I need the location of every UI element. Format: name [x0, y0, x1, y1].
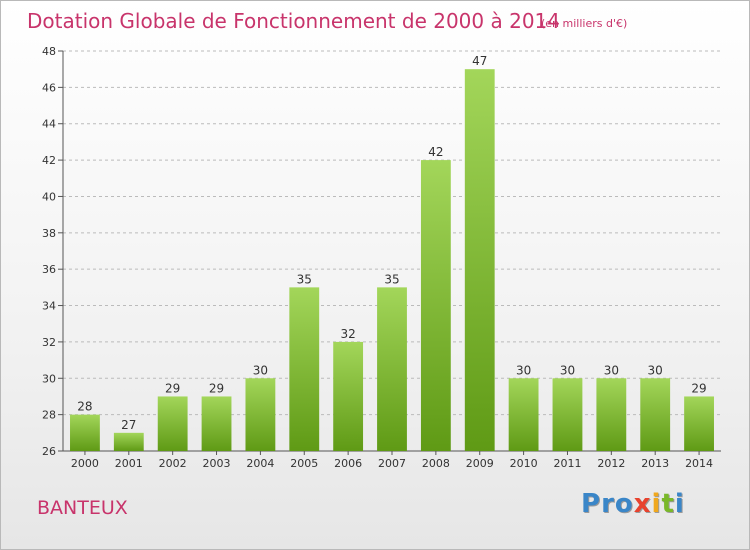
- bars: [70, 69, 714, 451]
- y-tick-label: 30: [42, 372, 56, 385]
- y-tick-label: 38: [42, 227, 56, 240]
- y-tick-label: 34: [42, 300, 56, 313]
- y-tick-label: 26: [42, 445, 56, 458]
- y-tick-label: 40: [42, 190, 56, 203]
- bar-2014: [684, 396, 714, 451]
- x-tick-label-2003: 2003: [203, 457, 231, 470]
- data-label-2008: 42: [428, 145, 443, 159]
- bar-2006: [333, 341, 364, 451]
- x-tick-label-2012: 2012: [597, 457, 625, 470]
- bar-2000: [70, 414, 100, 451]
- x-tick-label-2002: 2002: [159, 457, 187, 470]
- x-tick-label-2001: 2001: [115, 457, 143, 470]
- y-tick-label: 32: [42, 336, 56, 349]
- x-tick-label-2000: 2000: [71, 457, 99, 470]
- y-tick-label: 36: [42, 263, 56, 276]
- x-tick-label-2010: 2010: [510, 457, 538, 470]
- bar-2002: [157, 396, 188, 451]
- chart-title: Dotation Globale de Fonctionnement de 20…: [27, 9, 560, 33]
- x-tick-label-2014: 2014: [685, 457, 713, 470]
- data-label-2001: 27: [121, 418, 136, 432]
- x-tick-label-2013: 2013: [641, 457, 669, 470]
- bar-2004: [245, 378, 276, 451]
- data-label-2002: 29: [165, 381, 180, 395]
- y-tick-label: 44: [42, 118, 56, 131]
- data-label-2006: 32: [340, 327, 355, 341]
- x-tick-label-2009: 2009: [466, 457, 494, 470]
- unit-note: (en milliers d'€): [541, 17, 628, 30]
- proxiti-logo: Proxiti: [581, 489, 685, 519]
- x-tick-label-2011: 2011: [553, 457, 581, 470]
- data-label-2010: 30: [516, 363, 531, 377]
- data-label-2005: 35: [297, 272, 312, 286]
- bar-2010: [508, 378, 539, 451]
- y-tick-label: 48: [42, 45, 56, 58]
- data-label-2013: 30: [648, 363, 663, 377]
- y-tick-label: 46: [42, 81, 56, 94]
- y-tick-label: 42: [42, 154, 56, 167]
- bar-2007: [377, 287, 407, 451]
- bar-2003: [201, 396, 232, 451]
- bar-2005: [289, 287, 320, 451]
- data-label-2012: 30: [604, 363, 619, 377]
- data-label-2009: 47: [472, 54, 487, 68]
- bar-2008: [420, 160, 451, 451]
- data-label-2011: 30: [560, 363, 575, 377]
- bar-2009: [464, 69, 495, 451]
- y-tick-label: 28: [42, 409, 56, 422]
- data-label-2007: 35: [384, 272, 399, 286]
- x-tick-label-2007: 2007: [378, 457, 406, 470]
- data-label-2003: 29: [209, 381, 224, 395]
- bar-2001: [113, 432, 144, 451]
- data-label-2014: 29: [691, 381, 706, 395]
- bar-2011: [552, 378, 583, 451]
- data-label-2000: 28: [77, 400, 92, 414]
- data-label-2004: 30: [253, 363, 268, 377]
- bar-2012: [596, 378, 627, 451]
- x-tick-label-2004: 2004: [246, 457, 274, 470]
- x-tick-label-2008: 2008: [422, 457, 450, 470]
- labels: 28 2000 27 2001 29 2002 29 2003 30 2004 35 2005 32 20…: [71, 54, 713, 470]
- x-tick-label-2005: 2005: [290, 457, 318, 470]
- bar-2013: [640, 378, 671, 451]
- commune-name: BANTEUX: [37, 497, 128, 519]
- x-tick-label-2006: 2006: [334, 457, 362, 470]
